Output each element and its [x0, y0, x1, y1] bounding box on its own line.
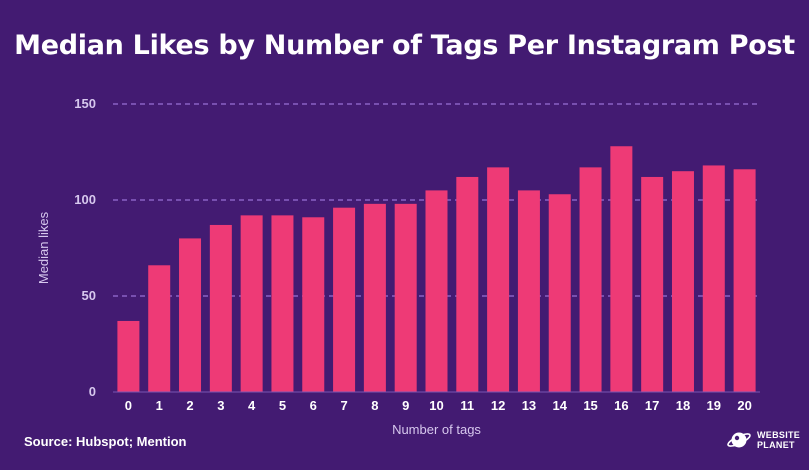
x-tick-label: 14	[553, 398, 568, 413]
x-tick-label: 5	[279, 398, 286, 413]
logo-line-2: PLANET	[757, 440, 795, 450]
bar	[117, 320, 140, 392]
bar	[394, 203, 417, 392]
bar	[517, 190, 540, 392]
bar	[209, 224, 232, 392]
x-tick-label: 19	[707, 398, 721, 413]
y-tick-label: 50	[82, 288, 96, 303]
x-tick-label: 12	[491, 398, 505, 413]
x-tick-label: 9	[402, 398, 409, 413]
bar	[610, 146, 633, 392]
x-tick-label: 10	[429, 398, 443, 413]
x-tick-label: 7	[340, 398, 347, 413]
x-tick-label: 3	[217, 398, 224, 413]
planet-icon	[727, 432, 751, 448]
bar	[240, 215, 263, 392]
bar	[456, 176, 479, 392]
x-tick-label: 11	[460, 398, 474, 413]
x-tick-label: 4	[248, 398, 256, 413]
source-note: Source: Hubspot; Mention	[24, 434, 187, 449]
bar	[271, 215, 294, 392]
y-tick-label: 150	[74, 96, 96, 111]
x-tick-label: 8	[371, 398, 378, 413]
bars	[117, 146, 756, 392]
x-tick-label: 2	[186, 398, 193, 413]
bar	[641, 176, 664, 392]
y-axis-label: Median likes	[36, 211, 51, 284]
bar	[733, 169, 756, 392]
bar	[425, 190, 448, 392]
y-tick-label: 100	[74, 192, 96, 207]
x-axis-label: Number of tags	[392, 422, 481, 437]
x-tick-label: 6	[310, 398, 317, 413]
bar	[487, 167, 510, 392]
x-tick-label: 15	[583, 398, 597, 413]
logo-line-1: WEBSITE	[757, 430, 801, 440]
bar	[302, 217, 325, 392]
website-planet-logo: WEBSITE PLANET	[726, 429, 800, 451]
x-tick-label: 17	[645, 398, 659, 413]
x-tick-label: 1	[156, 398, 163, 413]
x-tick-label: 13	[522, 398, 536, 413]
y-axis-ticks: 0 50 100 150	[74, 96, 96, 399]
x-tick-label: 18	[676, 398, 690, 413]
x-axis-ticks: 0 1 2 3 4 5 6 7 8 9 10 11 12 13 14 15 16 17 18 19 20	[125, 398, 752, 413]
bar	[363, 203, 386, 392]
y-tick-label: 0	[89, 384, 96, 399]
bar	[548, 194, 571, 392]
x-tick-label: 16	[614, 398, 628, 413]
bar	[671, 171, 694, 392]
bar	[333, 207, 356, 392]
x-tick-label: 20	[737, 398, 751, 413]
bar	[702, 165, 725, 392]
x-tick-label: 0	[125, 398, 132, 413]
bar	[179, 238, 202, 392]
bar	[579, 167, 602, 392]
bar	[148, 265, 171, 392]
chart-title: Median Likes by Number of Tags Per Insta…	[14, 30, 795, 61]
